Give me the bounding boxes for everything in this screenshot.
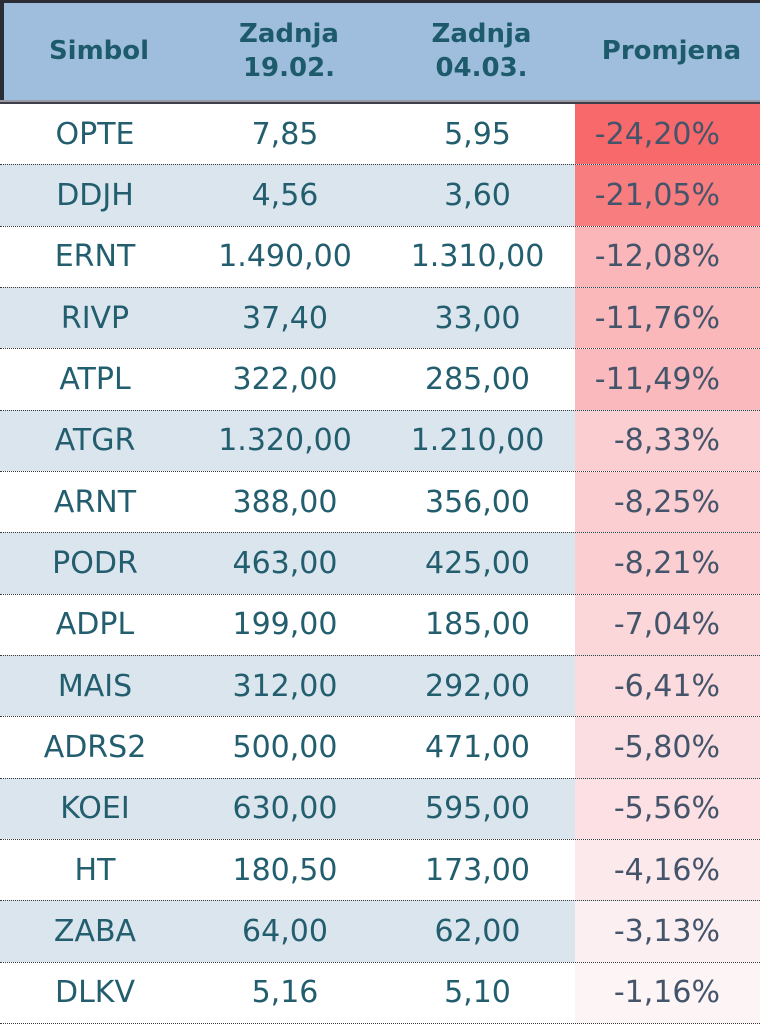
change-cell: -5,56% [575, 778, 760, 839]
column-header-promjena: Promjena [579, 35, 760, 69]
symbol-cell: RIVP [60, 300, 130, 336]
price-0403-cell: 5,95 [444, 116, 511, 152]
price-1902-cell: 630,00 [232, 791, 338, 827]
symbol-cell: ADPL [55, 607, 135, 643]
price-0403-cell: 185,00 [425, 607, 530, 643]
table-row: ADRS2 500,00 471,00 -5,80% [0, 716, 760, 778]
table-row: KOEI 630,00 595,00 -5,56% [0, 777, 760, 839]
column-header-zadnja-1902-line1: Zadnja [239, 18, 339, 49]
table-row: ARNT 388,00 356,00 -8,25% [0, 470, 760, 533]
symbol-cell: ERNT [54, 239, 136, 275]
price-1902-cell: 388,00 [232, 484, 338, 520]
table-row: ATGR 1.320,00 1.210,00 -8,33% [0, 409, 760, 471]
price-0403-cell: 356,00 [425, 484, 530, 520]
price-1902-cell: 5,16 [251, 975, 319, 1011]
header-separator-dark [0, 102, 760, 104]
price-0403-cell: 173,00 [425, 852, 530, 888]
price-1902-cell: 1.490,00 [218, 239, 352, 275]
price-1902-cell: 312,00 [232, 668, 338, 704]
column-header-zadnja-1902-line2: 19.02. [242, 52, 336, 83]
change-cell: -8,33% [575, 410, 760, 471]
price-1902-cell: 7,85 [251, 116, 319, 152]
symbol-cell: ARNT [53, 484, 137, 520]
price-0403-cell: 292,00 [425, 668, 530, 704]
price-0403-cell: 3,60 [444, 177, 511, 213]
table-row: ATPL 322,00 285,00 -11,49% [0, 348, 760, 410]
price-0403-cell: 5,10 [444, 975, 511, 1011]
price-1902-cell: 322,00 [232, 361, 338, 397]
table-row: ZABA 64,00 62,00 -3,13% [0, 900, 760, 962]
symbol-cell: HT [74, 852, 116, 888]
change-cell: -3,13% [575, 901, 760, 962]
change-cell: -24,20% [575, 104, 760, 165]
change-cell: -11,76% [575, 287, 760, 349]
symbol-cell: DDJH [56, 177, 134, 213]
change-cell: -7,04% [575, 594, 760, 655]
price-1902-cell: 199,00 [232, 607, 338, 643]
table-row: ADPL 199,00 185,00 -7,04% [0, 593, 760, 655]
change-cell: -8,25% [575, 471, 760, 533]
column-header-promjena-line1: Promjena [601, 35, 742, 66]
symbol-cell: PODR [52, 545, 138, 581]
change-cell: -21,05% [575, 165, 760, 226]
column-header-zadnja-0403-line1: Zadnja [431, 18, 532, 49]
table-row: ERNT 1.490,00 1.310,00 -12,08% [0, 225, 760, 287]
price-1902-cell: 463,00 [232, 545, 338, 581]
symbol-cell: ZABA [53, 913, 137, 949]
price-1902-cell: 4,56 [251, 177, 319, 213]
price-1902-cell: 180,50 [232, 852, 338, 888]
price-0403-cell: 285,00 [425, 361, 530, 397]
table-row: MAIS 312,00 292,00 -6,41% [0, 654, 760, 717]
change-cell: -8,21% [575, 533, 760, 594]
table-row: HT 180,50 173,00 -4,16% [0, 838, 760, 901]
header-separator-light [0, 100, 760, 102]
column-header-zadnja-0403: Zadnja 04.03. [384, 18, 579, 86]
price-1902-cell: 500,00 [232, 729, 338, 765]
change-cell: -11,49% [575, 349, 760, 410]
table-body: OPTE 7,85 5,95 -24,20% DDJH 4,56 3,60 -21,05% ER… [0, 104, 760, 1024]
table-header: Simbol Zadnja 19.02. Zadnja 04.03. Promj… [0, 0, 760, 100]
symbol-cell: OPTE [55, 116, 135, 152]
price-0403-cell: 471,00 [425, 729, 530, 765]
price-1902-cell: 37,40 [242, 300, 328, 336]
symbol-cell: DLKV [54, 975, 135, 1011]
table-row: OPTE 7,85 5,95 -24,20% [0, 104, 760, 165]
table-row: DDJH 4,56 3,60 -21,05% [0, 164, 760, 226]
price-0403-cell: 595,00 [425, 791, 530, 827]
price-0403-cell: 1.210,00 [410, 423, 545, 459]
price-1902-cell: 64,00 [242, 913, 328, 949]
change-cell: -6,41% [575, 655, 760, 717]
symbol-cell: ATPL [59, 361, 131, 397]
price-0403-cell: 33,00 [434, 300, 521, 336]
change-cell: -5,80% [575, 717, 760, 778]
column-header-simbol-line1: Simbol [48, 35, 150, 66]
symbol-cell: ADRS2 [43, 729, 147, 765]
price-0403-cell: 425,00 [425, 545, 530, 581]
price-0403-cell: 1.310,00 [410, 239, 545, 275]
table-row: RIVP 37,40 33,00 -11,76% [0, 286, 760, 349]
symbol-cell: KOEI [60, 791, 130, 827]
price-1902-cell: 1.320,00 [218, 423, 352, 459]
column-header-zadnja-0403-line2: 04.03. [435, 52, 528, 83]
change-cell: -1,16% [575, 962, 760, 1023]
symbol-cell: ATGR [54, 423, 136, 459]
column-header-zadnja-1902: Zadnja 19.02. [194, 18, 384, 86]
table-row: DLKV 5,16 5,10 -1,16% [0, 961, 760, 1023]
symbol-cell: MAIS [57, 668, 133, 704]
price-0403-cell: 62,00 [434, 913, 521, 949]
change-cell: -4,16% [575, 839, 760, 901]
column-header-simbol: Simbol [4, 35, 194, 69]
change-cell: -12,08% [575, 226, 760, 287]
table-row: PODR 463,00 425,00 -8,21% [0, 532, 760, 594]
